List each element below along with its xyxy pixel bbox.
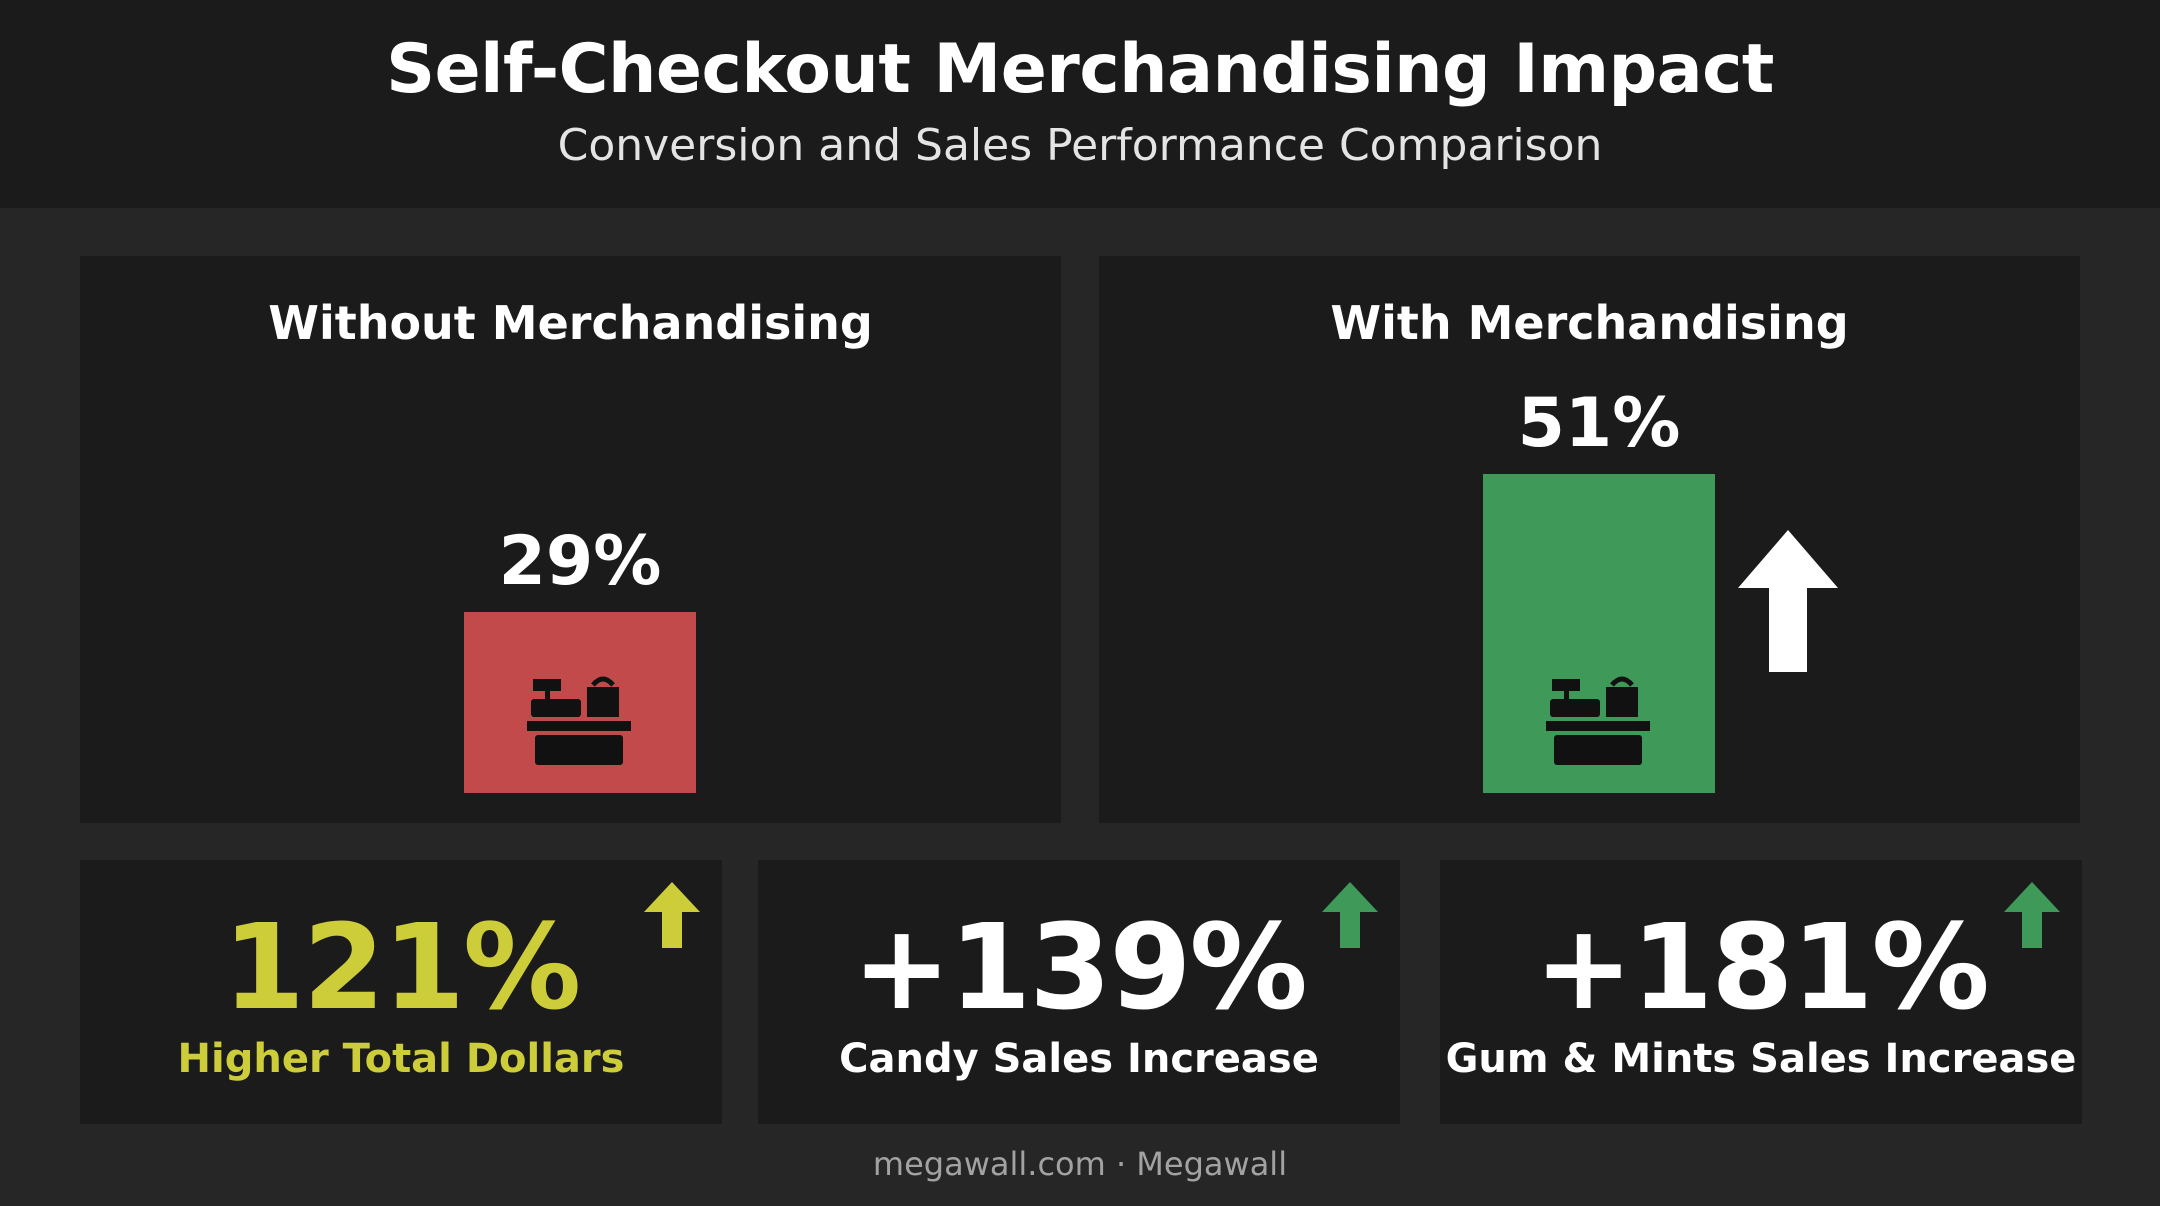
metric-label: Gum & Mints Sales Increase (1445, 1036, 2077, 1082)
metric-card-candy: +139% Candy Sales Increase (758, 860, 1400, 1124)
metric-value: +181% (1534, 898, 1989, 1036)
footer-source: megawall.com · Megawall (872, 1145, 1288, 1183)
up-arrow-icon (644, 882, 700, 948)
bar-value-label-without: 29% (498, 521, 662, 601)
cash-register-icon (527, 676, 631, 765)
panel-title-without: Without Merchandising (268, 296, 873, 350)
metric-card-gum-mints: +181% Gum & Mints Sales Increase (1440, 860, 2082, 1124)
bar-with-merchandising (1483, 474, 1715, 793)
bar-without-merchandising (464, 611, 696, 793)
header: Self-Checkout Merchandising Impact Conve… (0, 0, 2160, 208)
cash-register-icon (1546, 676, 1650, 765)
panel-title-with: With Merchandising (1330, 296, 1849, 350)
up-arrow-icon (2004, 882, 2060, 948)
panel-without-merchandising: Without Merchandising 29% (80, 256, 1061, 823)
panel-with-merchandising: With Merchandising 51% (1099, 256, 2080, 823)
metric-label: Higher Total Dollars (177, 1036, 625, 1082)
metric-value: 121% (222, 898, 582, 1036)
metric-card-total-dollars: 121% Higher Total Dollars (80, 860, 722, 1124)
up-arrow-icon (1322, 882, 1378, 948)
page-title: Self-Checkout Merchandising Impact (386, 30, 1774, 109)
page-subtitle: Conversion and Sales Performance Compari… (557, 120, 1603, 171)
metric-value: +139% (852, 898, 1307, 1036)
bar-value-label-with: 51% (1517, 384, 1681, 464)
metric-label: Candy Sales Increase (839, 1036, 1319, 1082)
up-arrow-icon (1738, 530, 1838, 672)
